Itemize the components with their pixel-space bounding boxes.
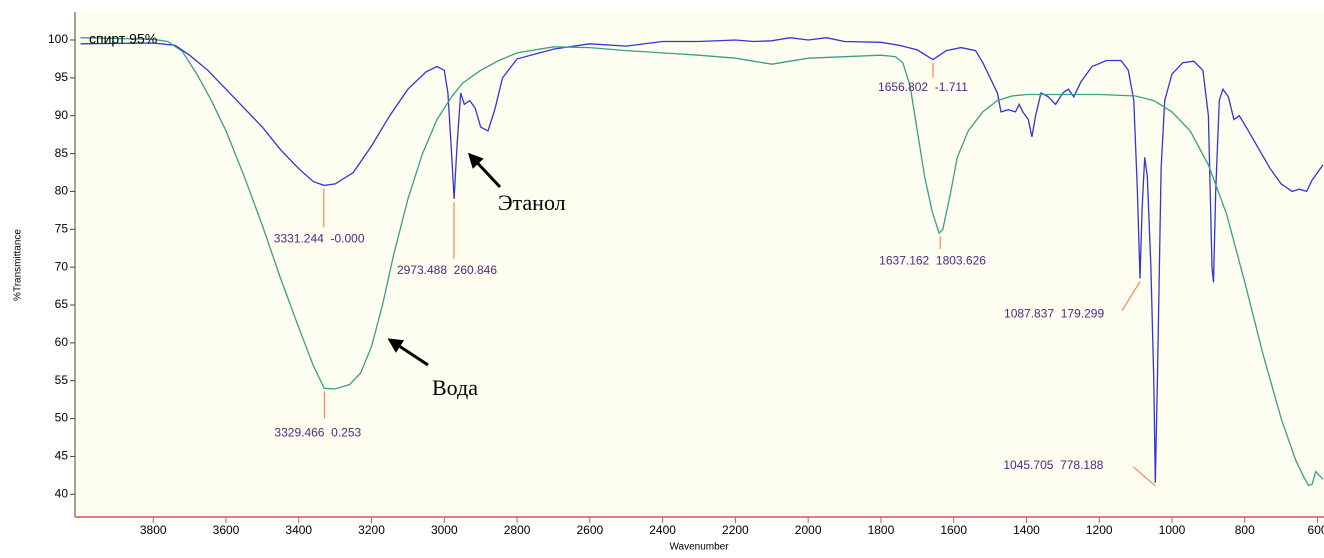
peak-leader — [1132, 466, 1156, 487]
arrow — [467, 152, 502, 189]
y-tick-label: 45 — [55, 449, 69, 463]
x-tick-label: 2600 — [576, 523, 603, 537]
x-axis-label: Wavenumber — [669, 542, 729, 553]
y-tick-label: 80 — [55, 184, 69, 198]
y-tick-label: 40 — [55, 486, 69, 500]
y-tick-label: 55 — [55, 373, 69, 387]
y-tick-label: 50 — [55, 411, 69, 425]
x-tick-label: 3400 — [285, 523, 312, 537]
legend-entry: спирт 95% — [89, 31, 157, 47]
plot-area — [75, 12, 1324, 517]
peak-label: 3331.244 -0.000 — [274, 232, 365, 246]
x-tick-label: 1000 — [1159, 523, 1186, 537]
x-tick-label: 1800 — [868, 523, 895, 537]
x-tick-label: 3600 — [213, 523, 240, 537]
callout: Вода — [432, 375, 478, 400]
peak-label: 1087.837 179.299 — [1004, 307, 1104, 321]
peak-leader — [1121, 281, 1141, 311]
y-tick-label: 65 — [55, 297, 69, 311]
peak-label: 3329.466 0.253 — [274, 425, 361, 439]
spectrum-line — [80, 37, 1324, 486]
y-tick-label: 100 — [48, 32, 68, 46]
x-tick-label: 2800 — [504, 523, 531, 537]
x-tick-label: 2000 — [795, 523, 822, 537]
x-tick-label: 800 — [1235, 523, 1255, 537]
x-tick-label: 3800 — [140, 523, 167, 537]
x-tick-label: 2400 — [649, 523, 676, 537]
arrow — [387, 338, 429, 367]
x-tick-label: 3200 — [358, 523, 385, 537]
y-axis-label: %Transmittance — [13, 229, 24, 301]
peak-label: 1045.705 778.188 — [1003, 458, 1103, 472]
x-tick-label: 600 — [1308, 523, 1324, 537]
peak-label: 2973.488 260.846 — [397, 263, 497, 277]
y-tick-label: 75 — [55, 221, 69, 235]
x-tick-label: 1400 — [1013, 523, 1040, 537]
x-tick-label: 3000 — [431, 523, 458, 537]
y-tick-label: 85 — [55, 146, 69, 160]
y-tick-label: 95 — [55, 70, 69, 84]
x-tick-label: 2200 — [722, 523, 749, 537]
x-tick-label: 1200 — [1086, 523, 1113, 537]
peak-label: 1656.802 -1.711 — [878, 80, 968, 94]
y-tick-label: 90 — [55, 108, 69, 122]
y-tick-label: 70 — [55, 259, 69, 273]
peak-label: 1637.162 1803.626 — [879, 253, 986, 267]
x-tick-label: 1600 — [940, 523, 967, 537]
spectrum-line — [80, 37, 1324, 483]
y-tick-label: 60 — [55, 335, 69, 349]
callout: Этанол — [498, 190, 566, 215]
